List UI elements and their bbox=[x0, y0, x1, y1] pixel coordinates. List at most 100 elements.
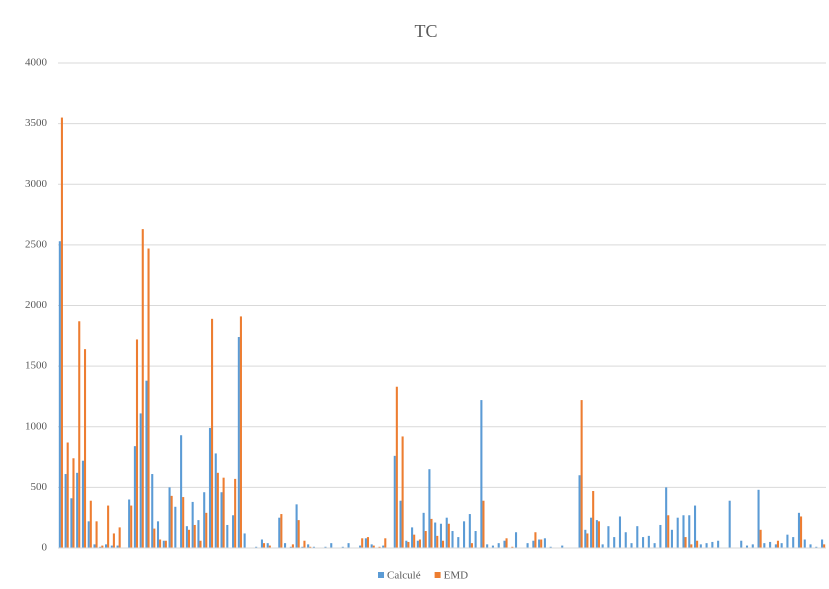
bar bbox=[705, 543, 708, 548]
bar bbox=[642, 537, 645, 548]
bar bbox=[422, 512, 425, 548]
bar bbox=[540, 539, 543, 548]
bar bbox=[442, 540, 445, 548]
bar bbox=[208, 427, 212, 548]
bar bbox=[382, 545, 385, 548]
y-tick-label: 3000 bbox=[25, 178, 48, 190]
bar bbox=[145, 380, 148, 548]
bar bbox=[815, 546, 818, 548]
bar bbox=[763, 543, 766, 548]
bar bbox=[407, 541, 410, 548]
bar bbox=[728, 500, 731, 548]
bar bbox=[800, 516, 803, 548]
bar bbox=[401, 436, 404, 548]
bar bbox=[66, 442, 69, 548]
bar bbox=[141, 229, 144, 549]
bar bbox=[411, 527, 414, 548]
bar bbox=[688, 515, 691, 548]
bar bbox=[135, 339, 139, 548]
bar bbox=[170, 495, 173, 548]
legend-label: EMD bbox=[444, 570, 469, 582]
bar bbox=[586, 533, 589, 548]
bar bbox=[101, 545, 104, 548]
bar bbox=[636, 526, 639, 548]
bar bbox=[549, 546, 552, 548]
bar bbox=[745, 545, 749, 548]
bar bbox=[630, 543, 633, 548]
bar bbox=[803, 539, 806, 548]
bar bbox=[78, 321, 81, 548]
bar bbox=[670, 529, 673, 548]
bar bbox=[243, 533, 246, 548]
bar bbox=[378, 546, 381, 548]
bar bbox=[72, 458, 75, 548]
legend-label: Calculé bbox=[387, 570, 421, 582]
bar bbox=[624, 532, 627, 548]
bar bbox=[76, 472, 79, 548]
bar bbox=[211, 318, 214, 548]
bar bbox=[497, 543, 500, 548]
bar bbox=[364, 538, 367, 548]
bar bbox=[239, 316, 242, 548]
bar bbox=[797, 512, 801, 548]
bar bbox=[197, 520, 200, 548]
bar bbox=[280, 514, 283, 548]
bar bbox=[128, 499, 131, 548]
legend-swatch bbox=[378, 572, 384, 578]
bar bbox=[164, 540, 167, 548]
bar bbox=[268, 545, 271, 548]
bar bbox=[295, 504, 298, 548]
bar bbox=[491, 545, 494, 548]
bar bbox=[384, 538, 387, 548]
bar bbox=[532, 540, 535, 548]
bar bbox=[561, 545, 564, 548]
bar bbox=[70, 498, 73, 548]
bar bbox=[237, 337, 240, 548]
bar bbox=[139, 413, 142, 548]
bar bbox=[682, 515, 685, 548]
bar bbox=[653, 543, 656, 548]
bar bbox=[607, 526, 610, 548]
bar bbox=[676, 517, 679, 548]
bar bbox=[447, 523, 450, 548]
bar bbox=[543, 538, 546, 548]
bar bbox=[205, 512, 208, 548]
bar bbox=[780, 543, 783, 548]
bar bbox=[395, 386, 398, 548]
bar bbox=[105, 544, 108, 548]
bar bbox=[309, 546, 312, 548]
bar bbox=[430, 518, 433, 548]
bar bbox=[203, 492, 206, 548]
bar bbox=[526, 543, 529, 548]
bar bbox=[284, 543, 287, 548]
bar bbox=[439, 523, 442, 548]
bar bbox=[162, 540, 165, 548]
bar bbox=[58, 241, 61, 549]
bar bbox=[220, 492, 223, 548]
bar bbox=[592, 491, 595, 548]
bar bbox=[436, 535, 439, 548]
bar bbox=[413, 534, 416, 548]
bar bbox=[647, 535, 650, 548]
bar bbox=[110, 545, 113, 548]
bar bbox=[330, 543, 333, 548]
bar bbox=[667, 515, 670, 548]
bar bbox=[255, 546, 258, 548]
bar bbox=[95, 521, 98, 548]
bar bbox=[428, 469, 431, 548]
bar bbox=[474, 531, 477, 548]
bar bbox=[199, 540, 202, 548]
bar bbox=[187, 529, 191, 548]
bar bbox=[584, 529, 587, 548]
bar bbox=[118, 527, 121, 548]
bar bbox=[216, 472, 219, 548]
bar bbox=[182, 497, 185, 548]
bar bbox=[595, 520, 598, 548]
bar bbox=[393, 455, 396, 548]
bar bbox=[740, 540, 743, 548]
bar bbox=[226, 524, 229, 548]
bar bbox=[665, 487, 668, 548]
bar bbox=[659, 524, 662, 548]
bar bbox=[717, 540, 720, 548]
bar bbox=[690, 544, 693, 548]
